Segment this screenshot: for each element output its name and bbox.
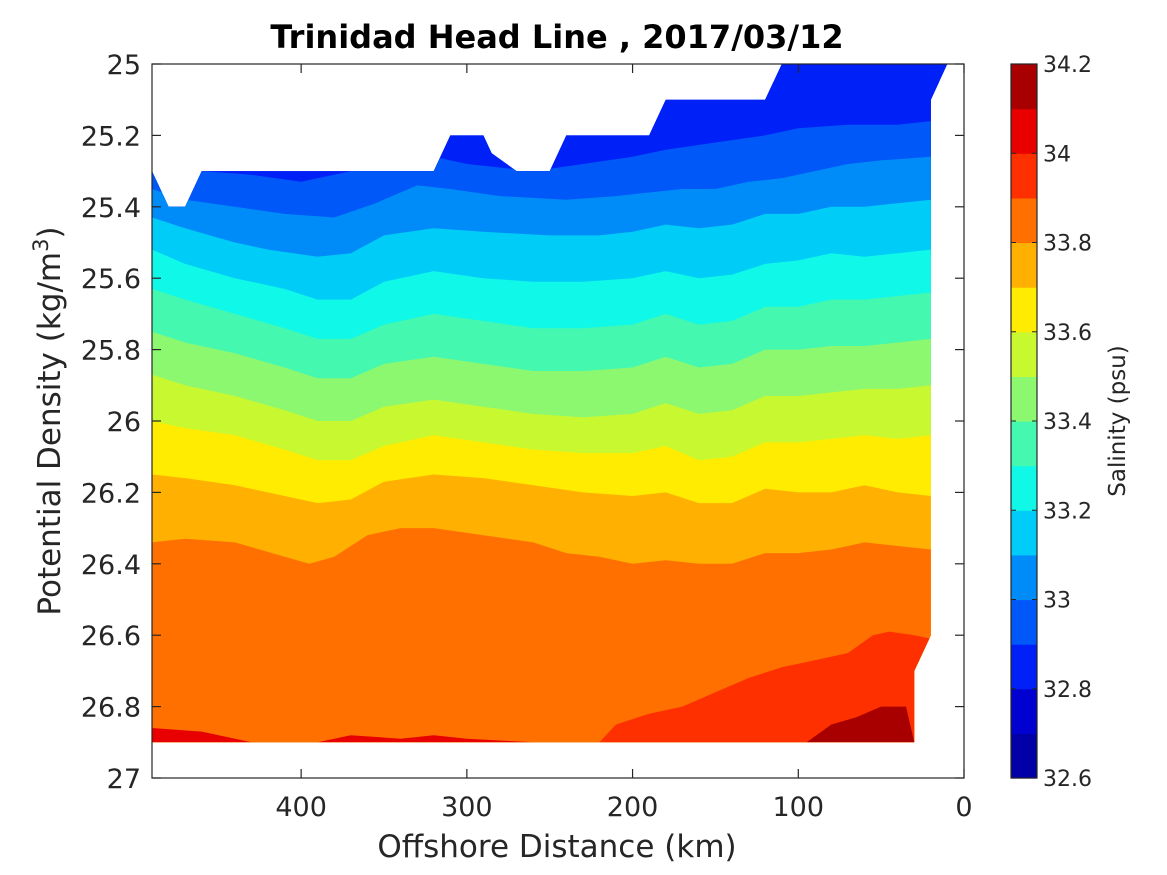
colorbar-tick-label: 34	[1043, 142, 1071, 167]
contour-band-13	[806, 706, 915, 743]
y-tick-label: 26.8	[81, 693, 141, 724]
colorbar-segment	[1011, 465, 1037, 511]
contour-band-12	[152, 728, 583, 743]
colorbar-tick-label: 32.8	[1043, 678, 1092, 703]
y-tick-label: 25.2	[81, 121, 141, 152]
y-tick-label: 25.6	[81, 264, 141, 295]
contour-fill-layer	[152, 64, 948, 743]
y-tick-label: 25.4	[81, 193, 141, 224]
colorbar-tick-label: 33.4	[1043, 410, 1092, 435]
colorbar-tick-label: 34.2	[1043, 53, 1092, 78]
colorbar-segment	[1011, 421, 1037, 467]
colorbar-segment	[1011, 554, 1037, 601]
colorbar-tick-label: 33	[1043, 589, 1071, 614]
colorbar-segment	[1011, 688, 1037, 734]
chart-title: Trinidad Head Line , 2017/03/12	[270, 18, 843, 56]
colorbar-tick-label: 32.6	[1043, 767, 1092, 792]
colorbar-tick-label: 33.6	[1043, 321, 1092, 346]
y-tick-label: 27	[107, 764, 141, 795]
y-tick-label: 26.6	[81, 621, 141, 652]
colorbar-segment	[1011, 733, 1037, 779]
y-tick-label: 25.8	[81, 336, 141, 367]
colorbar-tick-label: 33.2	[1043, 499, 1092, 524]
colorbar-segment	[1011, 153, 1037, 199]
x-axis: 400 300 200 100 0	[275, 64, 973, 823]
colorbar-segment	[1011, 331, 1037, 377]
x-axis-label: Offshore Distance (km)	[377, 829, 736, 865]
y-tick-label: 26.4	[81, 550, 141, 581]
y-axis-label-superscript: 3	[29, 238, 53, 251]
colorbar-segment	[1011, 64, 1037, 110]
y-axis-label-close: )	[32, 226, 68, 238]
y-axis: 25 25.2 25.4 25.6 25.8 26 26.2 26.4 26.6 26.8 27	[81, 50, 964, 795]
y-axis-label: Potential Density (kg/m3)	[29, 226, 68, 615]
colorbar-tick-label: 33.8	[1043, 232, 1092, 257]
colorbar-axis: 34.2 34 33.8 33.6 33.4 33.2 33 32.8 32.6	[1011, 53, 1092, 792]
colorbar-segment	[1011, 599, 1037, 645]
colorbar-segment	[1011, 644, 1037, 690]
colorbar-segment	[1011, 376, 1037, 422]
colorbar	[1011, 64, 1037, 779]
colorbar-segment	[1011, 108, 1037, 154]
x-tick-label: 400	[275, 792, 327, 823]
x-tick-label: 100	[773, 792, 825, 823]
x-tick-label: 200	[607, 792, 659, 823]
x-tick-label: 300	[441, 792, 493, 823]
y-tick-label: 26.2	[81, 478, 141, 509]
colorbar-segment	[1011, 287, 1037, 333]
x-tick-label: 0	[955, 792, 972, 823]
colorbar-segment	[1011, 197, 1037, 244]
colorbar-segment	[1011, 242, 1037, 288]
colorbar-segment	[1011, 510, 1037, 556]
colorbar-label: Salinity (psu)	[1105, 345, 1131, 497]
y-axis-label-main: Potential Density (kg/m	[32, 252, 68, 616]
y-tick-label: 26	[107, 407, 141, 438]
y-tick-label: 25	[107, 50, 141, 81]
